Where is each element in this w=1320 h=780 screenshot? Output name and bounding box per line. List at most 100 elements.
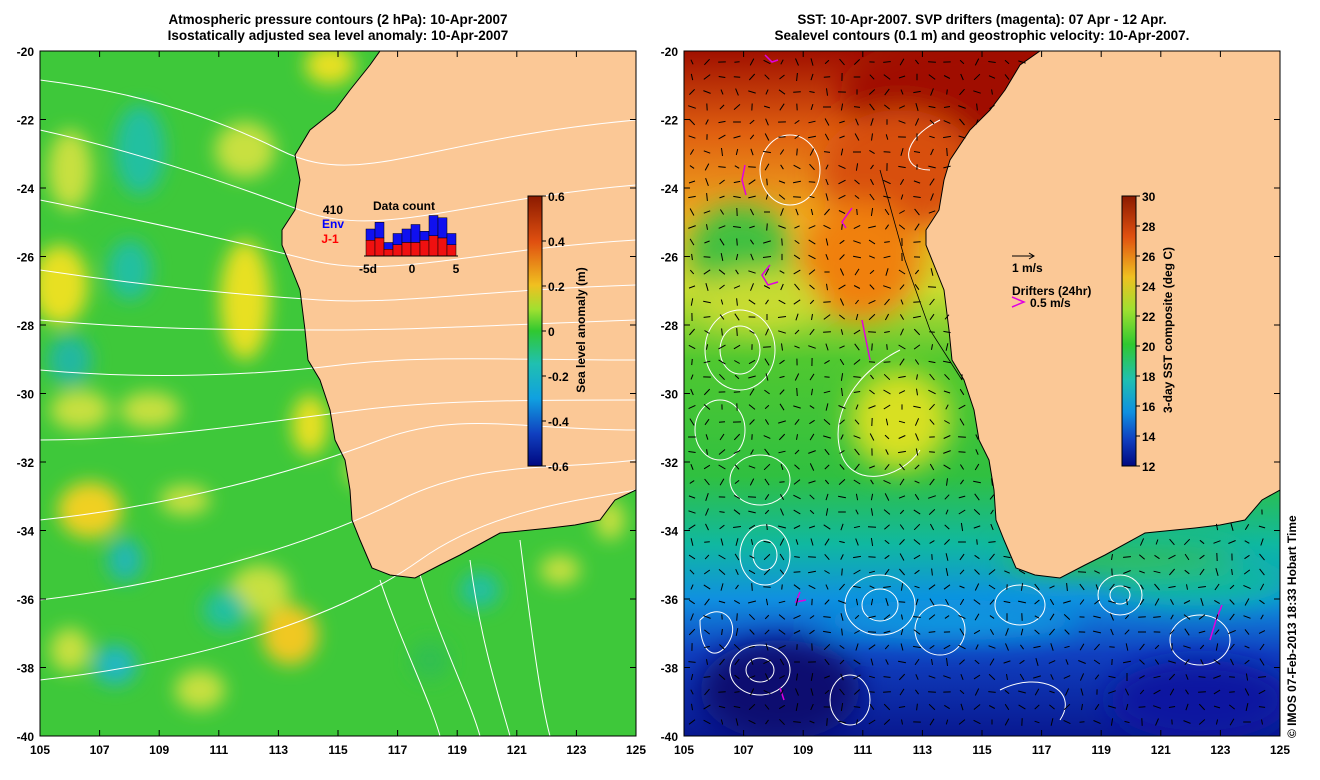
drifters-scale-label: 0.5 m/s — [1030, 296, 1071, 310]
right-lat-tick--22: -22 — [661, 114, 679, 128]
left-title: Atmospheric pressure contours (2 hPa): 1… — [40, 12, 636, 44]
right-title: SST: 10-Apr-2007. SVP drifters (magenta)… — [684, 12, 1280, 44]
drifter-legend-icon — [1011, 296, 1026, 308]
sla-colorbar: 0.6 0.4 0.2 0 -0.2 -0.4 -0.6 Sea level anomaly… — [527, 190, 588, 474]
data-count-bar-j1 — [365, 240, 376, 257]
data-count-bar-env — [365, 228, 376, 241]
left-lon-tick-115: 115 — [328, 743, 348, 757]
data-count-tick-1: 0 — [409, 262, 416, 276]
left-lat-tick--20: -20 — [17, 45, 35, 59]
data-count-total: 410 — [323, 203, 343, 217]
sst-colorbar-tick-22: 22 — [1142, 310, 1156, 324]
data-count-bar-env — [392, 233, 403, 245]
data-count-bar-j1 — [392, 244, 403, 257]
left-lat-tick--22: -22 — [17, 114, 35, 128]
geostrophic-velocity-arrows — [688, 58, 1266, 726]
left-lat-tick--40: -40 — [17, 730, 35, 744]
left-lon-tick-117: 117 — [388, 743, 408, 757]
sst-colorbar-tick-16: 16 — [1142, 400, 1156, 414]
right-lon-tick-105: 105 — [674, 743, 694, 757]
sst-colorbar-tick-18: 18 — [1142, 370, 1156, 384]
left-lat-tick--32: -32 — [17, 456, 35, 470]
data-count-title: Data count — [373, 199, 435, 213]
data-count-bar-j1 — [383, 249, 394, 257]
sla-map-panel — [40, 51, 636, 736]
data-count-inset: Data count 410 Env J-1 -5d 0 5 — [321, 199, 459, 276]
left-lon-tick-113: 113 — [269, 743, 289, 757]
left-lat-tick--24: -24 — [17, 182, 35, 196]
right-lat-tick--38: -38 — [661, 662, 679, 676]
right-lat-tick--28: -28 — [661, 319, 679, 333]
left-lon-tick-109: 109 — [149, 743, 169, 757]
sst-colorbar: 30 28 26 24 22 20 18 16 14 12 3-day SST composite… — [1121, 190, 1175, 474]
right-lon-tick-113: 113 — [913, 743, 933, 757]
data-count-bars — [365, 215, 457, 257]
data-count-tick-0: -5d — [359, 262, 377, 276]
sla-colorbar-tick-0.4: 0.4 — [548, 235, 565, 249]
sealevel-contours — [694, 119, 1231, 726]
sla-colorbar-label: Sea level anomaly (m) — [574, 267, 588, 392]
left-lon-tick-121: 121 — [507, 743, 527, 757]
data-count-bar-j1 — [428, 235, 439, 257]
right-lon-tick-125: 125 — [1270, 743, 1290, 757]
svp-drifter-tracks — [741, 54, 1223, 701]
left-lat-tick--28: -28 — [17, 319, 35, 333]
data-count-bar-env — [437, 217, 448, 239]
right-lon-tick-107: 107 — [734, 743, 754, 757]
left-lat-tick--30: -30 — [17, 388, 35, 402]
left-title-line2: Isostatically adjusted sea level anomaly… — [167, 28, 509, 43]
left-lat-tick--34: -34 — [17, 525, 35, 539]
right-lat-tick--24: -24 — [661, 182, 679, 196]
right-lon-tick-111: 111 — [853, 743, 872, 757]
right-lon-tick-117: 117 — [1032, 743, 1052, 757]
left-lon-tick-107: 107 — [90, 743, 110, 757]
left-lat-tick--26: -26 — [17, 251, 35, 265]
right-lat-tick--40: -40 — [661, 730, 679, 744]
left-lon-tick-125: 125 — [626, 743, 646, 757]
drifters-legend-label: Drifters (24hr) — [1012, 284, 1091, 298]
right-lon-tick-109: 109 — [793, 743, 813, 757]
velocity-scale-label: 1 m/s — [1012, 261, 1043, 275]
left-lon-tick-119: 119 — [448, 743, 468, 757]
sst-colorbar-tick-20: 20 — [1142, 340, 1156, 354]
credit-text: © IMOS 07-Feb-2013 18:33 Hobart Time — [1285, 515, 1299, 738]
right-lon-tick-123: 123 — [1210, 743, 1230, 757]
data-count-bar-env — [374, 222, 385, 239]
right-lon-tick-119: 119 — [1092, 743, 1112, 757]
sst-colorbar-tick-30: 30 — [1142, 190, 1156, 204]
sla-colorbar-tick--0.4: -0.4 — [548, 415, 569, 429]
sst-colorbar-tick-26: 26 — [1142, 250, 1156, 264]
data-count-bar-env — [428, 215, 439, 236]
right-lat-tick--32: -32 — [661, 456, 679, 470]
sla-colorbar-tick--0.6: -0.6 — [548, 460, 569, 474]
right-lat-tick--20: -20 — [661, 45, 679, 59]
right-lat-tick--34: -34 — [661, 525, 679, 539]
right-title-line2: Sealevel contours (0.1 m) and geostrophi… — [774, 28, 1190, 43]
sla-colorbar-tick-0: 0 — [548, 325, 555, 339]
data-count-env: Env — [322, 217, 344, 231]
sla-anomaly-patches — [40, 51, 625, 710]
sst-colorbar-tick-14: 14 — [1142, 430, 1156, 444]
right-axes: 105 107 109 111 113 115 117 119 121 123 125 -20 -22 -… — [661, 45, 1291, 757]
data-count-bar-env — [419, 231, 430, 241]
sla-colorbar-tick-0.6: 0.6 — [548, 190, 565, 204]
sst-colorbar-label: 3-day SST composite (deg C) — [1161, 247, 1175, 413]
data-count-bar-j1 — [410, 242, 421, 257]
left-title-line1: Atmospheric pressure contours (2 hPa): 1… — [168, 12, 508, 27]
data-count-bar-j1 — [401, 242, 412, 257]
data-count-tick-2: 5 — [453, 262, 460, 276]
data-count-j1: J-1 — [321, 232, 339, 246]
data-count-bar-j1 — [446, 244, 457, 257]
sla-colorbar-tick-0.2: 0.2 — [548, 280, 565, 294]
left-lon-tick-105: 105 — [30, 743, 50, 757]
right-lon-tick-115: 115 — [972, 743, 992, 757]
sla-colorbar-tick--0.2: -0.2 — [548, 370, 569, 384]
data-count-bar-j1 — [419, 240, 430, 257]
data-count-bar-env — [446, 233, 457, 245]
data-count-bar-env — [401, 228, 412, 243]
data-count-bar-j1 — [374, 237, 385, 257]
left-lon-tick-111: 111 — [209, 743, 228, 757]
right-title-line1: SST: 10-Apr-2007. SVP drifters (magenta)… — [797, 12, 1167, 27]
right-lat-tick--36: -36 — [661, 593, 679, 607]
